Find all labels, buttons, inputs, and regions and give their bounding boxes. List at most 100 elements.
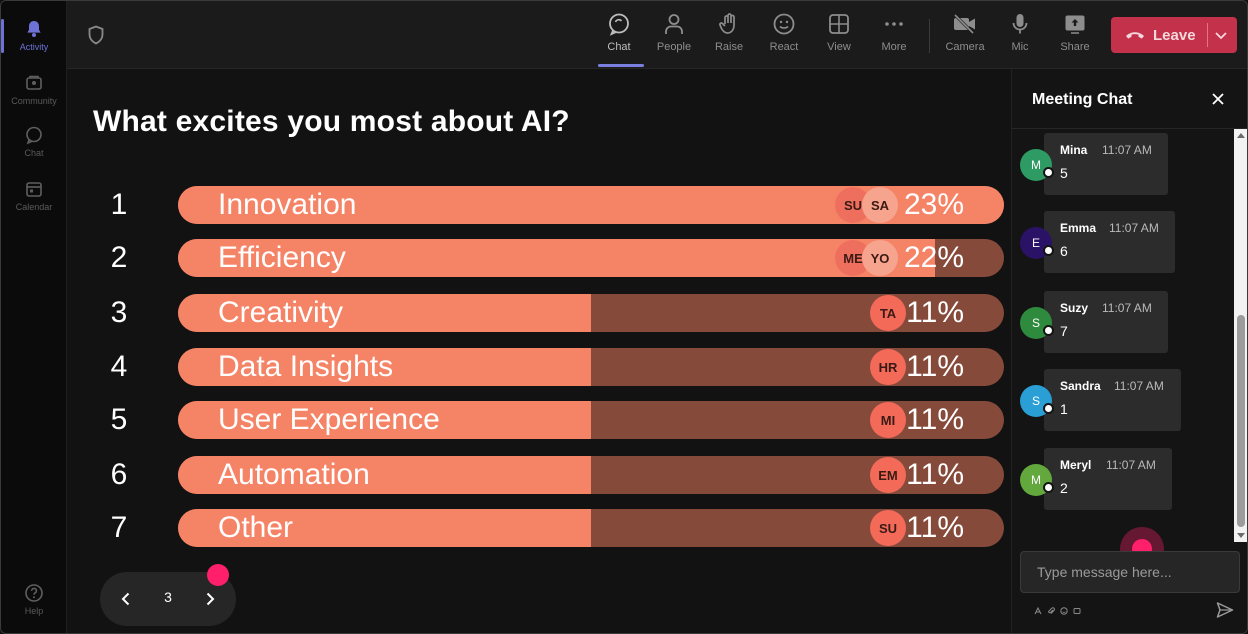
poll-option-number: 1 [110, 188, 128, 221]
toolbar-share-button[interactable]: Share [1048, 11, 1102, 61]
poll-option-row: 4 Data Insights 11% HR [101, 348, 1005, 386]
toolbar-people-button[interactable]: People [647, 11, 701, 61]
toolbar-camera-button[interactable]: Camera [938, 11, 992, 61]
chat-title: Meeting Chat [1032, 91, 1133, 108]
presence-status-icon [1043, 325, 1054, 336]
toolbar-button-label: Chat [607, 41, 631, 53]
poll-option-label: Data Insights [218, 350, 394, 383]
poll-option-label: Innovation [218, 188, 357, 221]
poll-option-row: 3 Creativity 11% TA [101, 294, 1005, 332]
toolbar-raise-button[interactable]: Raise [702, 11, 756, 61]
app-rail: Activity Community Chat Calendar Help [1, 1, 67, 633]
chat-sender-name: Mina [1060, 143, 1088, 157]
poll-result-bar: Creativity 11% TA [178, 294, 1004, 332]
grid-icon [826, 11, 852, 37]
leave-button[interactable]: Leave [1111, 17, 1237, 53]
next-page-button[interactable] [198, 587, 222, 611]
share-icon [1062, 11, 1088, 37]
toolbar-view-button[interactable]: View [812, 11, 866, 61]
community-icon [23, 72, 45, 94]
smiley-icon [771, 11, 797, 37]
chat-scrollbar[interactable] [1234, 129, 1247, 542]
rail-item-chat[interactable]: Chat [1, 115, 67, 167]
help-icon [23, 582, 45, 604]
voter-avatar: HR [870, 349, 906, 385]
poll-option-number: 6 [110, 458, 128, 491]
toolbar-react-button[interactable]: React [757, 11, 811, 61]
rail-item-label: Calendar [15, 202, 53, 212]
gif-icon[interactable] [1071, 605, 1083, 617]
toolbar-button-label: Mic [1011, 41, 1029, 53]
poll-option-row: 5 User Experience 11% MI [101, 401, 1005, 439]
toolbar-button-label: React [769, 41, 799, 53]
toolbar-mic-button[interactable]: Mic [993, 11, 1047, 61]
poll-option-percent: 22% [903, 241, 964, 274]
hand-icon [716, 11, 742, 37]
rail-item-activity[interactable]: Activity [1, 9, 67, 61]
close-icon[interactable] [1208, 89, 1228, 109]
rail-item-label: Chat [24, 148, 44, 158]
toolbar-more-button[interactable]: More [867, 11, 921, 61]
rail-item-calendar[interactable]: Calendar [1, 169, 67, 221]
chat-header: Meeting Chat [1012, 69, 1247, 129]
chevron-down-icon[interactable] [1213, 27, 1229, 47]
mic-icon [1007, 11, 1033, 37]
poll-question: What excites you most about AI? [93, 105, 570, 138]
poll-result-bar: Automation 11% EM [178, 456, 1004, 494]
poll-option-number: 7 [110, 511, 128, 544]
chat-message-bubble: Suzy 11:07 AM 7 [1044, 291, 1168, 353]
poll-result-fill [178, 348, 591, 386]
poll-option-percent: 23% [903, 188, 964, 221]
voter-avatar: SA [862, 187, 898, 223]
toolbar-chat-button[interactable]: Chat [592, 11, 646, 61]
toolbar-button-label: View [827, 41, 851, 53]
scroll-down-arrow-icon [1237, 533, 1245, 538]
poll-option-percent: 11% [906, 403, 964, 436]
poll-result-fill [178, 294, 591, 332]
rail-item-help[interactable]: Help [1, 573, 67, 625]
rail-item-label: Help [24, 606, 44, 616]
chat-timestamp: 11:07 AM [1102, 301, 1152, 315]
attach-icon[interactable] [1045, 605, 1057, 617]
chat-timestamp: 11:07 AM [1106, 458, 1156, 472]
chevron-right-icon [206, 592, 215, 606]
leave-divider [1207, 23, 1208, 47]
toolbar-button-label: Raise [714, 41, 744, 53]
voter-avatar: SU [870, 510, 906, 546]
meeting-toolbar: Chat People Raise React View [67, 1, 1247, 69]
poll-option-label: Creativity [218, 296, 344, 329]
previous-page-button[interactable] [114, 587, 138, 611]
message-input[interactable] [1021, 552, 1239, 592]
presence-status-icon [1043, 245, 1054, 256]
poll-result-fill [178, 401, 591, 439]
toolbar-divider [929, 19, 930, 53]
meeting-chat-panel: Meeting Chat Mina 11:07 AM 5 M Emma 11:07 AM 6… [1011, 69, 1247, 633]
presence-status-icon [1043, 167, 1054, 178]
chat-message-text: 2 [1060, 480, 1068, 496]
toolbar-button-label: Camera [945, 41, 985, 53]
rail-item-label: Community [11, 96, 57, 106]
pointer-indicator [207, 564, 229, 586]
poll-option-row: 7 Other 11% SU [101, 509, 1005, 547]
hang-up-icon [1125, 29, 1145, 41]
format-icon[interactable] [1032, 605, 1044, 617]
page-number: 3 [164, 589, 172, 605]
chat-message-bubble: Sandra 11:07 AM 1 [1044, 369, 1181, 431]
chat-sender-name: Meryl [1060, 458, 1092, 472]
chat-message-bubble: Mina 11:07 AM 5 [1044, 133, 1168, 195]
chevron-left-icon [121, 592, 130, 606]
shield-icon[interactable] [87, 25, 105, 50]
message-compose-box[interactable] [1020, 551, 1240, 593]
send-icon[interactable] [1215, 600, 1235, 620]
more-dots-icon [881, 11, 907, 37]
poll-result-bar: Efficiency 22% ME YO [178, 239, 1004, 277]
poll-result-fill [178, 509, 591, 547]
scroll-thumb[interactable] [1237, 315, 1245, 527]
emoji-icon[interactable] [1058, 605, 1070, 617]
poll-option-row: 1 Innovation 23% SU SA [101, 186, 1005, 224]
chat-message-text: 5 [1060, 165, 1068, 181]
poll-option-percent: 11% [906, 458, 964, 491]
calendar-icon [23, 178, 45, 200]
rail-item-community[interactable]: Community [1, 63, 67, 115]
